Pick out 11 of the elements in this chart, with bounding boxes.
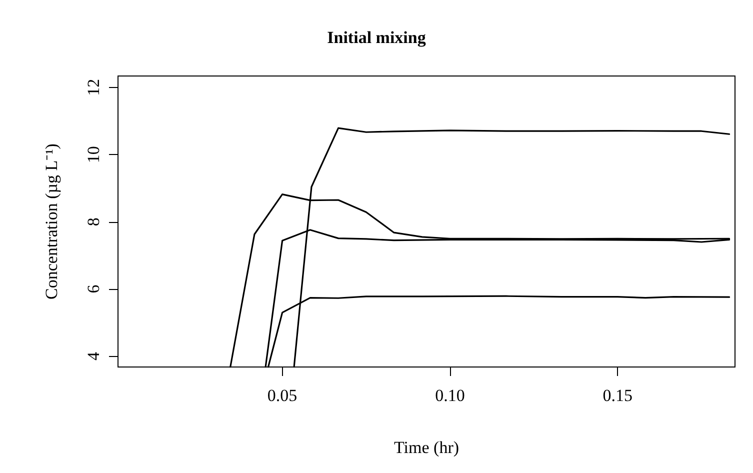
y-axis-title: Concentration (µg L⁻¹): [42, 144, 61, 300]
x-tick-label: 0.10: [435, 386, 465, 405]
x-tick-label: 0.05: [267, 386, 298, 405]
y-tick-label: 10: [84, 146, 103, 164]
y-tick-label: 12: [84, 78, 103, 96]
y-tick-label: 4: [84, 351, 103, 360]
y-tick-label: 6: [84, 284, 103, 294]
x-tick-label: 0.15: [602, 386, 633, 405]
x-axis-title: Time (hr): [394, 438, 460, 457]
y-tick-label: 8: [84, 218, 103, 226]
chart-title: Initial mixing: [327, 28, 426, 47]
